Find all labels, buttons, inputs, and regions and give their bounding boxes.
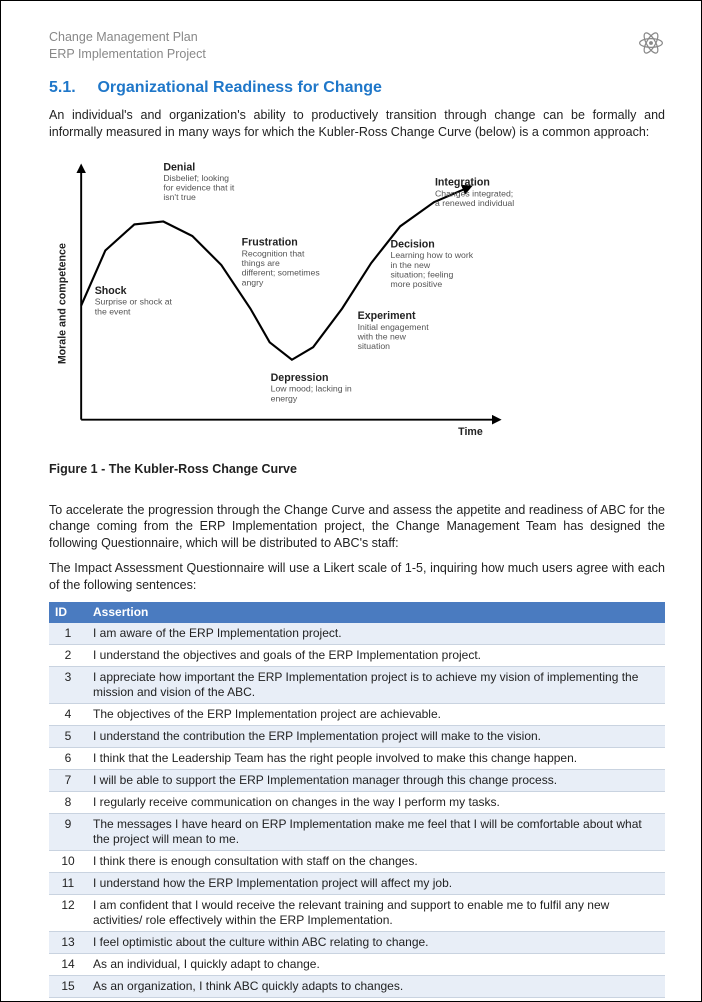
cell-id: 15 bbox=[49, 975, 87, 997]
svg-text:angry: angry bbox=[242, 277, 264, 287]
x-axis-label: Time bbox=[458, 426, 483, 438]
section-number: 5.1. bbox=[49, 79, 93, 97]
document-page: Change Management Plan ERP Implementatio… bbox=[0, 0, 702, 1002]
cell-assertion: I appreciate how important the ERP Imple… bbox=[87, 666, 665, 703]
table-row: 1I am aware of the ERP Implementation pr… bbox=[49, 622, 665, 644]
table-row: 9The messages I have heard on ERP Implem… bbox=[49, 813, 665, 850]
cell-assertion: As an individual, I quickly adapt to cha… bbox=[87, 953, 665, 975]
cell-assertion: I understand the objectives and goals of… bbox=[87, 644, 665, 666]
col-assertion: Assertion bbox=[87, 602, 665, 623]
header-line2: ERP Implementation Project bbox=[49, 46, 206, 63]
cell-id: 14 bbox=[49, 953, 87, 975]
cell-id: 9 bbox=[49, 813, 87, 850]
header-text: Change Management Plan ERP Implementatio… bbox=[49, 29, 206, 63]
table-row: 4The objectives of the ERP Implementatio… bbox=[49, 703, 665, 725]
svg-text:the event: the event bbox=[95, 306, 131, 316]
svg-text:Initial engagement: Initial engagement bbox=[358, 321, 430, 331]
table-row: 5I understand the contribution the ERP I… bbox=[49, 725, 665, 747]
table-row: 15As an organization, I think ABC quickl… bbox=[49, 975, 665, 997]
svg-text:situation; feeling: situation; feeling bbox=[391, 269, 454, 279]
svg-text:different; sometimes: different; sometimes bbox=[242, 267, 321, 277]
svg-text:Recognition that: Recognition that bbox=[242, 248, 305, 258]
cell-id: 7 bbox=[49, 769, 87, 791]
table-row: 12I am confident that I would receive th… bbox=[49, 894, 665, 931]
cell-id: 2 bbox=[49, 644, 87, 666]
table-row: 7I will be able to support the ERP Imple… bbox=[49, 769, 665, 791]
cell-id: 11 bbox=[49, 872, 87, 894]
svg-text:situation: situation bbox=[358, 341, 391, 351]
stage-shock: Shock bbox=[95, 285, 127, 297]
cell-id: 6 bbox=[49, 747, 87, 769]
cell-assertion: As an organization, I think ABC quickly … bbox=[87, 975, 665, 997]
stage-denial: Denial bbox=[163, 161, 195, 173]
stage-decision: Decision bbox=[391, 238, 435, 250]
cell-id: 3 bbox=[49, 666, 87, 703]
svg-text:things are: things are bbox=[242, 257, 280, 267]
svg-text:Learning how to work: Learning how to work bbox=[391, 250, 474, 260]
cell-assertion: I understand the contribution the ERP Im… bbox=[87, 725, 665, 747]
cell-id: 12 bbox=[49, 894, 87, 931]
section-heading: 5.1. Organizational Readiness for Change bbox=[49, 79, 665, 97]
header-line1: Change Management Plan bbox=[49, 29, 206, 46]
svg-text:Disbelief; looking: Disbelief; looking bbox=[163, 172, 229, 182]
cell-assertion: The messages I have heard on ERP Impleme… bbox=[87, 813, 665, 850]
questionnaire-table: ID Assertion 1I am aware of the ERP Impl… bbox=[49, 602, 665, 998]
cell-id: 10 bbox=[49, 850, 87, 872]
para-3: The Impact Assessment Questionnaire will… bbox=[49, 560, 665, 594]
cell-assertion: I am confident that I would receive the … bbox=[87, 894, 665, 931]
svg-text:for evidence that it: for evidence that it bbox=[163, 182, 235, 192]
table-row: 10I think there is enough consultation w… bbox=[49, 850, 665, 872]
cell-assertion: I understand how the ERP Implementation … bbox=[87, 872, 665, 894]
intro-paragraph: An individual's and organization's abili… bbox=[49, 107, 665, 141]
table-row: 11I understand how the ERP Implementatio… bbox=[49, 872, 665, 894]
svg-text:more positive: more positive bbox=[391, 279, 443, 289]
table-row: 13I feel optimistic about the culture wi… bbox=[49, 931, 665, 953]
table-row: 8I regularly receive communication on ch… bbox=[49, 791, 665, 813]
cell-assertion: I think there is enough consultation wit… bbox=[87, 850, 665, 872]
stage-depression: Depression bbox=[271, 372, 329, 384]
stage-experiment: Experiment bbox=[358, 310, 416, 322]
svg-text:a renewed individual: a renewed individual bbox=[435, 198, 514, 208]
svg-text:in the new: in the new bbox=[391, 259, 431, 269]
table-row: 6I think that the Leadership Team has th… bbox=[49, 747, 665, 769]
table-row: 3I appreciate how important the ERP Impl… bbox=[49, 666, 665, 703]
page-header: Change Management Plan ERP Implementatio… bbox=[49, 29, 665, 63]
cell-assertion: I am aware of the ERP Implementation pro… bbox=[87, 622, 665, 644]
svg-text:isn't true: isn't true bbox=[163, 192, 196, 202]
cell-id: 1 bbox=[49, 622, 87, 644]
svg-text:with the new: with the new bbox=[357, 331, 407, 341]
svg-text:Surprise or shock at: Surprise or shock at bbox=[95, 296, 173, 306]
table-row: 2I understand the objectives and goals o… bbox=[49, 644, 665, 666]
cell-assertion: I think that the Leadership Team has the… bbox=[87, 747, 665, 769]
cell-assertion: I feel optimistic about the culture with… bbox=[87, 931, 665, 953]
stage-integration: Integration bbox=[435, 176, 490, 188]
svg-text:Changes integrated;: Changes integrated; bbox=[435, 188, 513, 198]
section-title: Organizational Readiness for Change bbox=[97, 79, 382, 96]
cell-assertion: I will be able to support the ERP Implem… bbox=[87, 769, 665, 791]
cell-assertion: I regularly receive communication on cha… bbox=[87, 791, 665, 813]
table-row: 14As an individual, I quickly adapt to c… bbox=[49, 953, 665, 975]
cell-id: 13 bbox=[49, 931, 87, 953]
cell-id: 4 bbox=[49, 703, 87, 725]
svg-text:energy: energy bbox=[271, 393, 298, 403]
col-id: ID bbox=[49, 602, 87, 623]
cell-id: 5 bbox=[49, 725, 87, 747]
cell-id: 8 bbox=[49, 791, 87, 813]
y-axis-label: Morale and competence bbox=[57, 243, 69, 364]
figure-caption: Figure 1 - The Kubler-Ross Change Curve bbox=[49, 462, 665, 476]
stage-frustration: Frustration bbox=[242, 236, 298, 248]
svg-text:Low mood; lacking in: Low mood; lacking in bbox=[271, 383, 352, 393]
para-2: To accelerate the progression through th… bbox=[49, 502, 665, 553]
cell-assertion: The objectives of the ERP Implementation… bbox=[87, 703, 665, 725]
atom-icon bbox=[637, 29, 665, 57]
change-curve-figure: Morale and competence Time ShockSurprise… bbox=[49, 149, 529, 444]
